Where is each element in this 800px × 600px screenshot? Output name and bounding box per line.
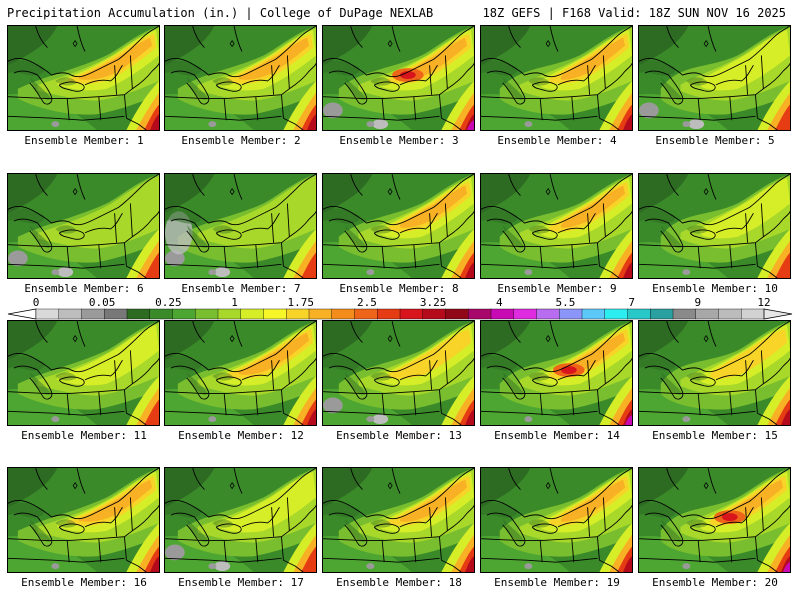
ensemble-member-label: Ensemble Member: 5 xyxy=(655,134,775,147)
legend-tick-label: 1 xyxy=(231,296,238,309)
legend-color-swatch xyxy=(104,308,128,320)
legend-color-swatch xyxy=(286,308,310,320)
legend-labels: 0 0.05 0.25 1 1.75 2.5 3.25 4 5.5 7 9 12 xyxy=(0,296,800,309)
legend-color-swatch xyxy=(377,308,401,320)
ensemble-member-label: Ensemble Member: 17 xyxy=(178,576,304,589)
ensemble-member-label: Ensemble Member: 13 xyxy=(336,429,462,442)
legend-color-swatch xyxy=(650,308,674,320)
ensemble-map-20 xyxy=(638,467,791,573)
ensemble-member-label: Ensemble Member: 8 xyxy=(339,282,459,295)
legend-tick-label: 0.25 xyxy=(155,296,182,309)
legend-color-swatch xyxy=(445,308,469,320)
legend-tick-label: 7 xyxy=(628,296,635,309)
legend-colorbar xyxy=(7,308,793,320)
legend-tick-label: 3.25 xyxy=(419,296,447,309)
legend-color-swatch xyxy=(490,308,515,320)
legend-color-swatch xyxy=(741,308,765,320)
legend-color-swatch xyxy=(718,308,742,320)
ensemble-member-label: Ensemble Member: 19 xyxy=(494,576,620,589)
ensemble-member-label: Ensemble Member: 1 xyxy=(24,134,144,147)
ensemble-map-2 xyxy=(164,25,317,131)
ensemble-map-5 xyxy=(638,25,791,131)
legend-tick-label: 0.05 xyxy=(88,296,116,309)
legend-tick-label: 0 xyxy=(32,296,40,309)
ensemble-map-15 xyxy=(638,320,791,426)
ensemble-member-label: Ensemble Member: 15 xyxy=(652,429,778,442)
ensemble-member-label: Ensemble Member: 10 xyxy=(652,282,778,295)
ensemble-map-1 xyxy=(7,25,160,131)
ensemble-map-14 xyxy=(480,320,633,426)
ensemble-map-8 xyxy=(322,173,475,279)
ensemble-member-label: Ensemble Member: 2 xyxy=(181,134,301,147)
ensemble-member-label: Ensemble Member: 3 xyxy=(339,134,459,147)
ensemble-map-17 xyxy=(164,467,317,573)
legend-color-swatch xyxy=(217,308,242,320)
legend-color-swatch xyxy=(81,308,105,320)
ensemble-member-label: Ensemble Member: 9 xyxy=(497,282,617,295)
legend-color-swatch xyxy=(536,308,560,320)
ensemble-map-18 xyxy=(322,467,475,573)
legend-color-swatch xyxy=(195,308,219,320)
legend-color-swatch xyxy=(695,308,720,320)
ensemble-member-label: Ensemble Member: 4 xyxy=(497,134,617,147)
legend-color-swatch xyxy=(308,308,333,320)
legend-color-swatch xyxy=(331,308,356,320)
legend-color-swatch xyxy=(263,308,287,320)
ensemble-member-label: Ensemble Member: 16 xyxy=(21,576,147,589)
legend-color-swatch xyxy=(672,308,697,320)
ensemble-member-label: Ensemble Member: 20 xyxy=(652,576,778,589)
ensemble-map-11 xyxy=(7,320,160,426)
ensemble-member-label: Ensemble Member: 12 xyxy=(178,429,304,442)
ensemble-member-label: Ensemble Member: 7 xyxy=(181,282,301,295)
ensemble-map-4 xyxy=(480,25,633,131)
legend-color-swatch xyxy=(559,308,583,320)
legend-color-swatch xyxy=(513,308,538,320)
legend-color-swatch xyxy=(240,308,265,320)
ensemble-member-label: Ensemble Member: 6 xyxy=(24,282,144,295)
legend-color-swatch xyxy=(58,308,83,320)
legend-arrow-left xyxy=(7,308,37,320)
legend-color-swatch xyxy=(35,308,60,320)
legend-tick-label: 2.5 xyxy=(356,296,377,309)
ensemble-map-9 xyxy=(480,173,633,279)
ensemble-member-label: Ensemble Member: 14 xyxy=(494,429,620,442)
legend-color-swatch xyxy=(126,308,151,320)
legend-tick-label: 9 xyxy=(694,296,702,309)
legend-color-swatch xyxy=(422,308,447,320)
ensemble-map-12 xyxy=(164,320,317,426)
legend-color-swatch xyxy=(399,308,424,320)
ensemble-map-7 xyxy=(164,173,317,279)
ensemble-member-label: Ensemble Member: 11 xyxy=(21,429,147,442)
ensemble-map-19 xyxy=(480,467,633,573)
legend-color-swatch xyxy=(172,308,196,320)
legend-color-swatch xyxy=(581,308,606,320)
ensemble-map-16 xyxy=(7,467,160,573)
legend-color-swatch xyxy=(627,308,651,320)
legend-tick-label: 5.5 xyxy=(555,296,576,309)
legend-tick-label: 1.75 xyxy=(287,296,314,309)
legend-color-swatch xyxy=(604,308,629,320)
legend-color-swatch xyxy=(468,308,492,320)
legend-tick-label: 4 xyxy=(495,296,503,309)
ensemble-map-6 xyxy=(7,173,160,279)
ensemble-member-label: Ensemble Member: 18 xyxy=(336,576,462,589)
run-valid-time: 18Z GEFS | F168 Valid: 18Z SUN NOV 16 20… xyxy=(482,6,786,20)
legend-tick-label: 12 xyxy=(757,296,771,309)
legend-color-swatch xyxy=(354,308,378,320)
ensemble-map-3 xyxy=(322,25,475,131)
color-legend: 0 0.05 0.25 1 1.75 2.5 3.25 4 5.5 7 9 12 xyxy=(0,296,800,322)
ensemble-map-13 xyxy=(322,320,475,426)
map-title: Precipitation Accumulation (in.) | Colle… xyxy=(7,6,434,20)
legend-arrow-right xyxy=(763,308,793,320)
ensemble-map-10 xyxy=(638,173,791,279)
legend-color-swatch xyxy=(149,308,174,320)
